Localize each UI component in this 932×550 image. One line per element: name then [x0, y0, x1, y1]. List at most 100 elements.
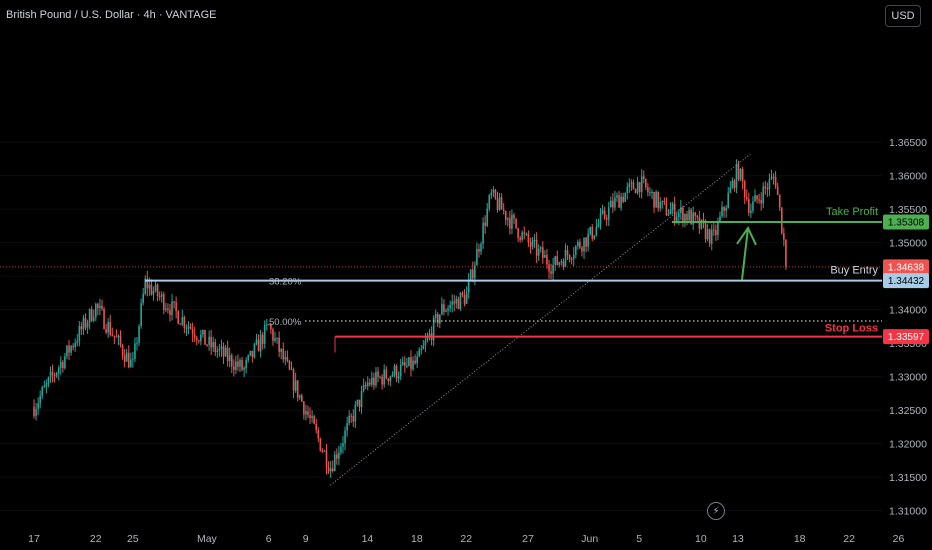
- price-axis[interactable]: 1.365001.360001.355001.350001.345001.340…: [883, 137, 929, 518]
- currency-button[interactable]: USD: [885, 5, 921, 27]
- buy-entry-price-tag: [883, 273, 929, 289]
- candle: [368, 378, 371, 387]
- candle: [478, 244, 480, 258]
- candle: [589, 226, 591, 236]
- candle-body: [612, 200, 614, 208]
- candle: [366, 376, 369, 391]
- candle-body: [366, 382, 369, 387]
- candle-body: [206, 344, 208, 346]
- x-tick-label: 13: [732, 533, 744, 545]
- candle: [459, 292, 462, 311]
- candle-body: [298, 395, 301, 398]
- candle: [492, 186, 495, 197]
- candle: [59, 356, 62, 375]
- y-tick-label: 1.33000: [889, 372, 927, 384]
- candle-body: [634, 189, 637, 194]
- candle-body: [158, 295, 161, 297]
- candle: [198, 339, 200, 344]
- y-tick-label: 1.32000: [889, 439, 927, 451]
- candle-body: [342, 443, 344, 447]
- candle: [193, 326, 196, 342]
- candle-body: [725, 207, 727, 211]
- candle-body: [700, 219, 703, 229]
- candle: [189, 323, 192, 330]
- candle-body: [597, 223, 600, 227]
- candle-body: [148, 284, 151, 289]
- candle: [632, 179, 635, 190]
- candle-body: [340, 446, 342, 453]
- candle-body: [500, 197, 503, 210]
- candle: [585, 236, 587, 253]
- candle: [253, 342, 256, 359]
- candle-body: [620, 196, 622, 208]
- y-tick-label: 1.35000: [889, 238, 927, 250]
- stop-loss-label: Stop Loss: [825, 323, 878, 335]
- candle: [509, 210, 511, 235]
- candle: [237, 354, 239, 372]
- y-tick-label: 1.32500: [889, 405, 927, 417]
- y-tick-label: 1.36000: [889, 171, 927, 183]
- candle-body: [432, 317, 435, 341]
- candle: [610, 196, 612, 208]
- candle-body: [498, 197, 501, 210]
- candle: [55, 371, 58, 379]
- candle: [537, 244, 540, 261]
- candle: [313, 414, 315, 425]
- candle: [303, 400, 305, 420]
- candle-body: [309, 415, 311, 418]
- candle-body: [465, 292, 468, 304]
- candle-body: [638, 182, 641, 193]
- candle-body: [601, 210, 604, 214]
- candle-body: [490, 192, 493, 196]
- candle: [245, 357, 247, 374]
- candle-body: [610, 200, 612, 208]
- candle-body: [173, 301, 175, 303]
- lightning-icon[interactable]: ⚡: [707, 502, 725, 520]
- candle-body: [494, 189, 497, 199]
- candle: [286, 350, 289, 363]
- candle-body: [379, 376, 381, 378]
- candle-body: [533, 239, 536, 241]
- candle: [422, 340, 425, 350]
- candle-body: [622, 196, 624, 202]
- candle: [471, 261, 474, 283]
- candle: [352, 409, 355, 427]
- candle: [249, 350, 252, 357]
- candle-body: [274, 338, 276, 341]
- candle-body: [414, 360, 416, 364]
- time-axis[interactable]: 172225May6914182227Jun51013182226Jul: [28, 533, 932, 545]
- candle: [498, 192, 501, 211]
- candle: [325, 444, 328, 475]
- candle-body: [778, 194, 781, 208]
- candle-body: [245, 359, 247, 368]
- buy-entry-label: Buy Entry: [830, 265, 878, 277]
- candle-body: [333, 454, 336, 472]
- candle: [735, 159, 738, 194]
- candle-body: [628, 183, 631, 187]
- candle: [416, 351, 418, 368]
- candle-body: [280, 349, 282, 352]
- candle-body: [383, 369, 385, 385]
- candle-body: [556, 256, 559, 265]
- candle-body: [756, 195, 758, 200]
- candle-body: [315, 423, 318, 431]
- candle: [768, 173, 771, 196]
- candle-body: [451, 301, 453, 305]
- candle-body: [97, 303, 99, 308]
- candle: [45, 379, 48, 394]
- candle-body: [261, 334, 264, 344]
- candle: [694, 211, 697, 221]
- symbol-title: British Pound / U.S. Dollar · 4h · VANTA…: [6, 9, 217, 21]
- candle-body: [583, 237, 585, 252]
- candle-body: [671, 203, 674, 210]
- candle-body: [146, 278, 149, 289]
- candle: [152, 286, 155, 301]
- candle-body: [645, 178, 647, 188]
- candle: [338, 445, 340, 466]
- candle-body: [568, 255, 571, 260]
- candle-body: [591, 227, 594, 239]
- candle: [725, 204, 727, 218]
- candle: [156, 283, 159, 302]
- candle: [572, 247, 575, 267]
